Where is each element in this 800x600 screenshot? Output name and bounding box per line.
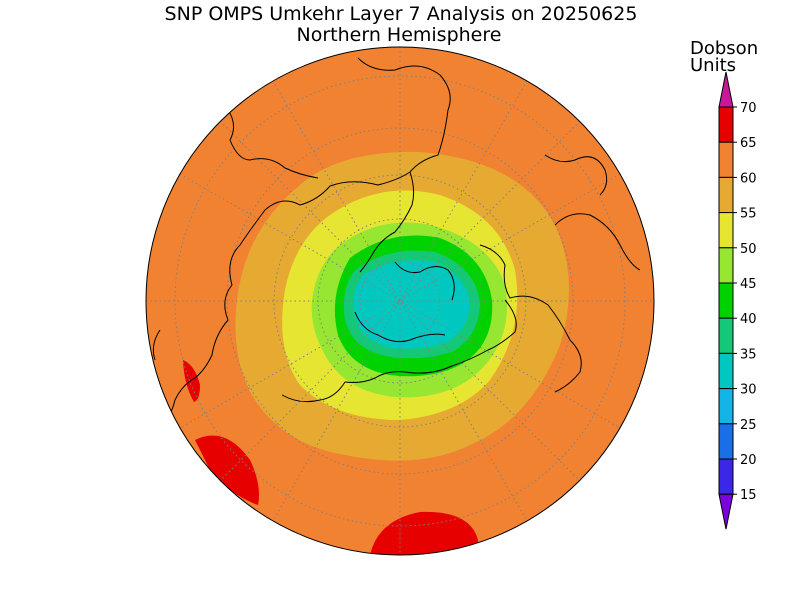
colorbar-title: Dobson Units <box>690 38 759 76</box>
contour-30-35 <box>353 260 470 349</box>
graticule <box>146 47 654 555</box>
map-subtitle: Northern Hemisphere <box>296 24 502 46</box>
colorbar-band <box>718 423 734 460</box>
colorbar-band <box>718 388 734 425</box>
contour-65-70-b <box>195 435 259 505</box>
colorbar-tick-label: 30 <box>740 383 757 398</box>
colorbar-tick-label: 40 <box>740 312 757 327</box>
colorbar-band <box>718 176 734 214</box>
contour-65-70-c <box>183 360 200 402</box>
colorbar-band <box>718 458 734 495</box>
colorbar-band <box>718 141 734 178</box>
colorbar-band <box>718 352 734 390</box>
colorbar-band <box>718 106 734 143</box>
colorbar-tick-label: 45 <box>740 277 757 292</box>
colorbar-tick-label: 55 <box>740 207 757 222</box>
colorbar-tick-label: 25 <box>740 418 757 433</box>
colorbar-tick-label: 35 <box>740 347 757 362</box>
colorbar-tick-label: 70 <box>740 101 757 116</box>
colorbar-band <box>718 212 734 249</box>
colorbar-tick-label: 60 <box>740 171 757 186</box>
map-title: SNP OMPS Umkehr Layer 7 Analysis on 2025… <box>164 3 638 25</box>
colorbar-tick-label: 65 <box>740 136 757 151</box>
colorbar-tick-label: 15 <box>740 488 757 503</box>
colorbar-over-arrow <box>718 71 734 108</box>
coastlines <box>152 57 641 426</box>
colorbar-tick-label: 50 <box>740 242 757 257</box>
colorbar-tick-label: 20 <box>740 453 757 468</box>
colorbar-band <box>718 282 734 319</box>
colorbar-title-line1: Dobson <box>690 38 759 59</box>
colorbar-under-arrow <box>718 493 734 530</box>
contour-65-70-a <box>370 511 478 555</box>
colorbar-title-line2: Units <box>690 55 737 76</box>
map-border <box>145 46 655 556</box>
colorbar-band <box>718 317 734 354</box>
colorbar-band <box>718 247 734 284</box>
